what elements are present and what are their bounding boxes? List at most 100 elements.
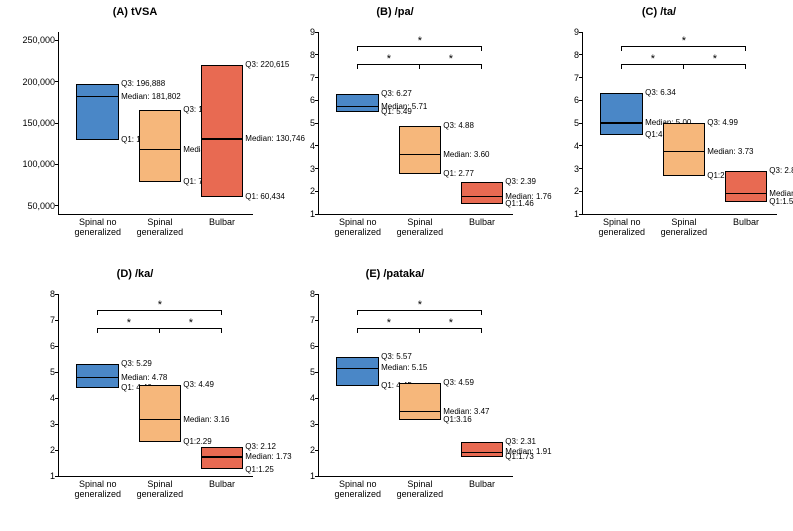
median-line [336,106,379,107]
ytick-label: 8 [50,289,59,299]
ytick-label: 1 [310,209,319,219]
box-annot: Median: 181,802 [121,93,181,101]
box-annot: Q1:2.29 [183,438,211,446]
sig-star: * [449,53,453,65]
plot-area-E: 12345678Spinal no generalizedSpinal gene… [318,294,513,477]
xtick-label: Spinal no generalized [75,214,122,238]
box-E-0 [336,357,379,386]
sig-cap [481,46,482,51]
sig-star: * [418,299,422,311]
sig-cap [481,310,482,315]
median-line [76,377,119,378]
xtick-label: Bulbar [209,214,235,228]
box-A-0 [76,84,119,139]
ytick-label: 5 [574,118,583,128]
ytick-label: 6 [310,95,319,105]
panel-A: (A) tVSA50,000100,000150,000200,000250,0… [10,4,260,254]
xtick-label: Spinal no generalized [335,476,382,500]
ytick-label: 4 [310,141,319,151]
box-annot: Median: 3.16 [183,416,229,424]
ytick-label: 200,000 [22,77,59,87]
box-annot: Median: 3.73 [707,148,753,156]
box-E-1 [399,383,442,420]
sig-cap [357,64,358,69]
median-line [600,122,643,123]
sig-cap [221,310,222,315]
ytick-label: 1 [310,471,319,481]
ytick-label: 9 [310,27,319,37]
ytick-label: 3 [310,419,319,429]
sig-star: * [682,35,686,47]
median-line [461,196,504,197]
median-line [725,193,768,194]
ytick-label: 8 [310,289,319,299]
median-line [201,456,244,457]
box-A-2 [201,65,244,198]
sig-cap [419,328,420,333]
ytick-label: 2 [50,445,59,455]
panel-C: (C) /ta/123456789Spinal no generalizedSp… [534,4,784,254]
box-annot: Q1:1.52 [769,198,793,206]
panel-title-D: (D) /ka/ [10,268,260,280]
sig-cap [97,328,98,333]
median-line [663,151,706,152]
panel-title-E: (E) /pataka/ [270,268,520,280]
box-annot: Q3: 4.88 [443,122,474,130]
box-annot: Q3: 196,888 [121,80,165,88]
median-line [336,368,379,369]
xtick-label: Spinal generalized [397,214,444,238]
panel-E: (E) /pataka/12345678Spinal no generalize… [270,266,520,516]
ytick-label: 5 [310,367,319,377]
figure-root: (A) tVSA50,000100,000150,000200,000250,0… [0,0,793,531]
box-annot: Q1:1.46 [505,200,533,208]
sig-cap [97,310,98,315]
sig-cap [481,64,482,69]
xtick-label: Spinal no generalized [599,214,646,238]
box-E-2 [461,442,504,457]
sig-cap [683,64,684,69]
xtick-label: Bulbar [733,214,759,228]
sig-star: * [158,299,162,311]
median-line [201,138,244,139]
plot-area-D: 12345678Spinal no generalizedSpinal gene… [58,294,253,477]
sig-star: * [418,35,422,47]
sig-star: * [449,317,453,329]
ytick-label: 2 [310,445,319,455]
ytick-label: 4 [50,393,59,403]
ytick-label: 5 [310,118,319,128]
box-B-1 [399,126,442,174]
box-annot: Q3: 4.49 [183,381,214,389]
box-A-1 [139,110,182,183]
ytick-label: 7 [310,315,319,325]
ytick-label: 8 [574,50,583,60]
ytick-label: 4 [574,141,583,151]
median-line [139,149,182,150]
sig-cap [159,328,160,333]
ytick-label: 3 [50,419,59,429]
box-annot: Q1:1.73 [505,453,533,461]
box-annot: Median: 4.78 [121,374,167,382]
box-annot: Q1: 2.77 [443,170,474,178]
box-annot: Q3: 4.59 [443,379,474,387]
box-B-2 [461,182,504,203]
ytick-label: 3 [574,164,583,174]
ytick-label: 2 [574,186,583,196]
sig-star: * [127,317,131,329]
xtick-label: Spinal no generalized [335,214,382,238]
panel-B: (B) /pa/123456789Spinal no generalizedSp… [270,4,520,254]
box-D-2 [201,447,244,470]
sig-cap [357,310,358,315]
ytick-label: 100,000 [22,159,59,169]
ytick-label: 2 [310,186,319,196]
sig-star: * [713,53,717,65]
ytick-label: 9 [574,27,583,37]
box-annot: Q3: 5.29 [121,360,152,368]
plot-area-A: 50,000100,000150,000200,000250,000Spinal… [58,32,253,215]
sig-cap [419,64,420,69]
box-annot: Q3: 2.87 [769,167,793,175]
panel-D: (D) /ka/12345678Spinal no generalizedSpi… [10,266,260,516]
xtick-label: Spinal no generalized [75,476,122,500]
box-annot: Median: 3.60 [443,151,489,159]
median-line [461,452,504,453]
box-annot: Q3: 6.27 [381,90,412,98]
